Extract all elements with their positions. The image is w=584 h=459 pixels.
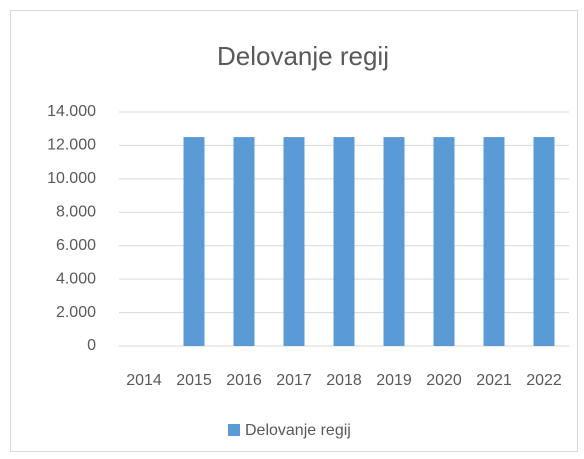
y-tick-label: 12.000 bbox=[47, 137, 96, 154]
y-tick-label: 6.000 bbox=[56, 237, 96, 254]
x-tick-label: 2022 bbox=[526, 372, 562, 389]
legend-swatch bbox=[228, 424, 240, 436]
bar bbox=[183, 137, 205, 346]
x-tick-label: 2016 bbox=[226, 372, 262, 389]
bar bbox=[233, 137, 255, 346]
y-tick-label: 2.000 bbox=[56, 304, 96, 321]
bar bbox=[533, 137, 555, 346]
bar bbox=[333, 137, 355, 346]
chart-title: Delovanje regij bbox=[217, 41, 389, 71]
bar bbox=[283, 137, 305, 346]
bar bbox=[433, 137, 455, 346]
x-tick-label: 2019 bbox=[376, 372, 412, 389]
y-tick-label: 14.000 bbox=[47, 103, 96, 120]
x-tick-label: 2014 bbox=[126, 372, 162, 389]
y-tick-label: 4.000 bbox=[56, 270, 96, 287]
x-tick-label: 2015 bbox=[176, 372, 212, 389]
x-tick-label: 2018 bbox=[326, 372, 362, 389]
y-tick-label: 10.000 bbox=[47, 170, 96, 187]
x-tick-label: 2020 bbox=[426, 372, 462, 389]
y-tick-label: 0 bbox=[87, 337, 96, 354]
legend-label: Delovanje regij bbox=[245, 422, 351, 439]
bar bbox=[383, 137, 405, 346]
bar bbox=[483, 137, 505, 346]
y-tick-label: 8.000 bbox=[56, 204, 96, 221]
x-tick-label: 2017 bbox=[276, 372, 312, 389]
x-tick-label: 2021 bbox=[476, 372, 512, 389]
